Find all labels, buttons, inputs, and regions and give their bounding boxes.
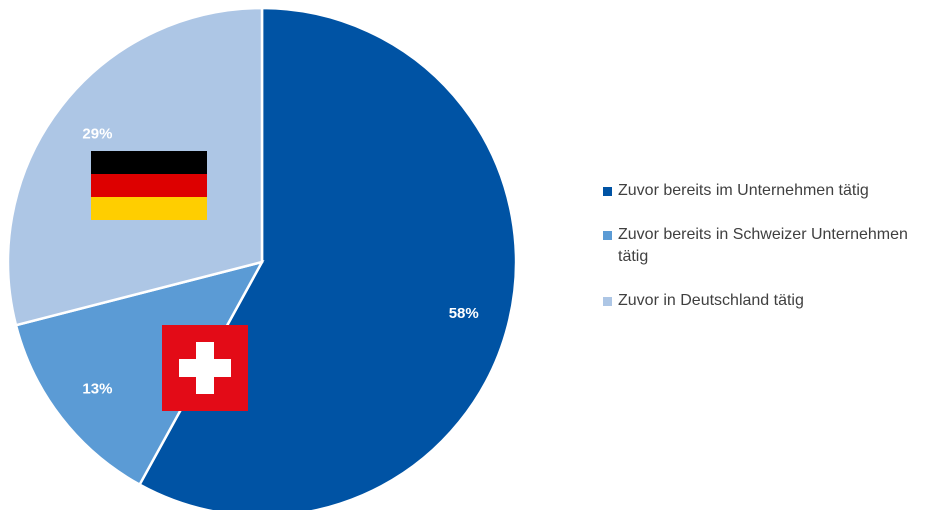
legend-swatch (603, 297, 612, 306)
legend-label: Zuvor bereits im Unternehmen tätig (618, 182, 869, 199)
legend-label: Zuvor bereits in Schweizer Unternehmen t… (618, 226, 908, 265)
swiss-flag (162, 325, 248, 411)
data-label: 13% (82, 381, 112, 398)
legend-item: Zuvor bereits in Schweizer Unternehmen t… (603, 224, 923, 268)
flag-stripe (91, 197, 207, 220)
pie-slice (14, 260, 265, 487)
legend-item: Zuvor bereits im Unternehmen tätig (603, 180, 923, 202)
legend-label: Zuvor in Deutschland tätig (618, 292, 804, 309)
legend-swatch (603, 187, 612, 196)
legend: Zuvor bereits im Unternehmen tätig Zuvor … (603, 180, 923, 334)
flag-cross (179, 359, 231, 377)
legend-swatch (603, 231, 612, 240)
data-label: 58% (449, 305, 479, 322)
flag-stripe (91, 174, 207, 197)
flag-stripe (91, 151, 207, 174)
slices (6, 6, 518, 510)
legend-item: Zuvor in Deutschland tätig (603, 290, 923, 312)
data-label: 29% (82, 125, 112, 142)
labels: 58% 13% 29% (82, 125, 478, 397)
german-flag (91, 151, 207, 220)
